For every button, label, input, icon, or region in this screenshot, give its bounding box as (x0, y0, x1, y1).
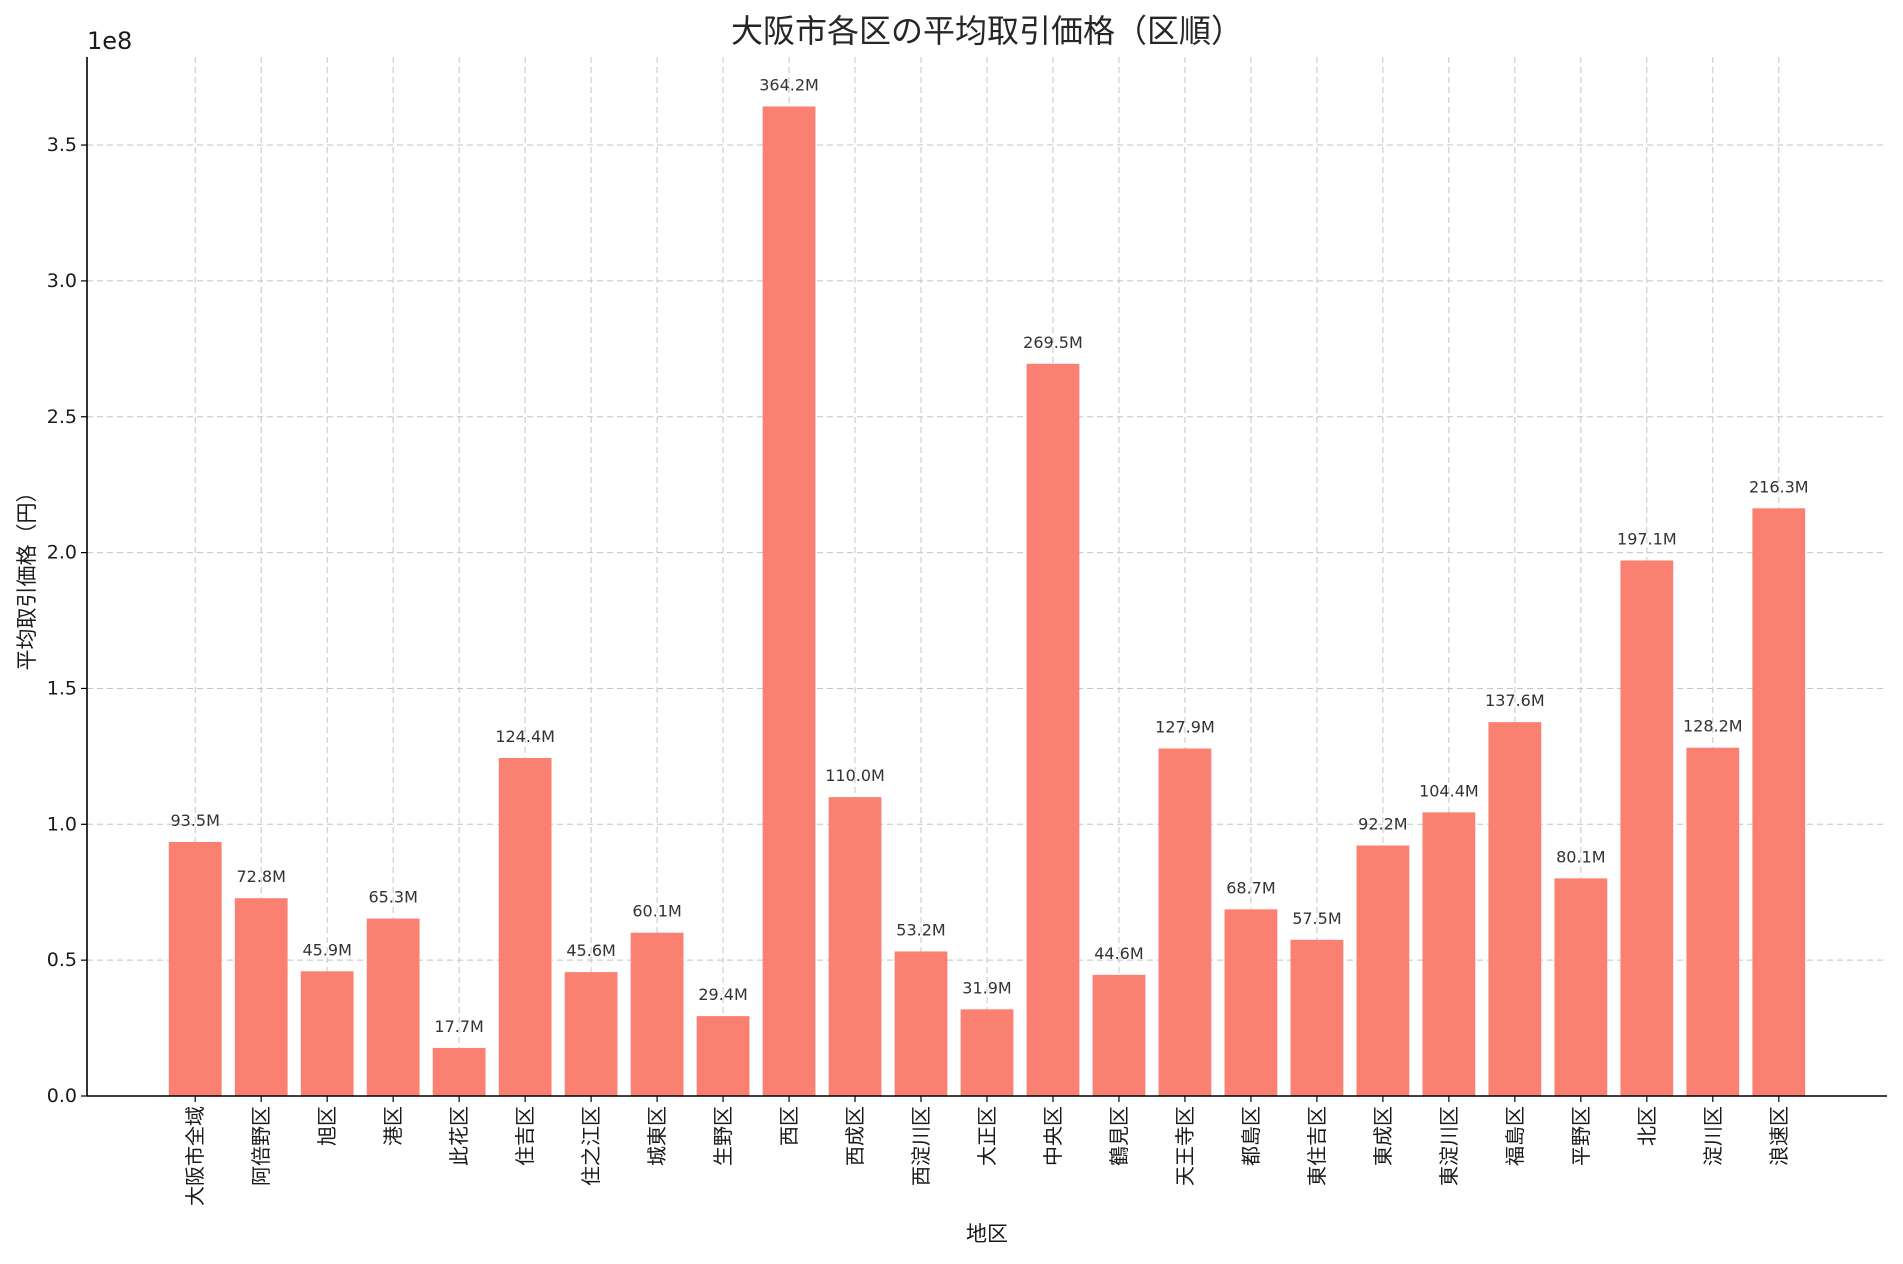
x-tick-label-13: 中央区 (1041, 1106, 1065, 1166)
x-tick-label-12: 大正区 (975, 1106, 999, 1166)
y-tick-label-7: 3.5 (47, 134, 77, 156)
data-label-22: 197.1M (1617, 529, 1677, 548)
x-tick-label-7: 城東区 (645, 1106, 669, 1166)
bar-10 (828, 797, 882, 1096)
data-label-17: 57.5M (1292, 909, 1341, 928)
data-label-2: 45.9M (302, 940, 351, 959)
bar-24 (1752, 508, 1806, 1097)
bar-2 (300, 971, 354, 1096)
x-tick-label-4: 此花区 (447, 1106, 471, 1166)
bar-19 (1422, 812, 1476, 1096)
x-tick-label-10: 西成区 (843, 1106, 867, 1166)
x-axis-title: 地区 (966, 1222, 1008, 1246)
data-label-13: 269.5M (1023, 333, 1083, 352)
x-tick-label-14: 鶴見区 (1107, 1106, 1131, 1166)
data-label-7: 60.1M (632, 902, 681, 921)
y-tick-label-2: 1.0 (47, 813, 77, 835)
bar-12 (960, 1009, 1014, 1096)
bar-9 (762, 106, 816, 1096)
x-tick-label-17: 東住吉区 (1305, 1106, 1329, 1186)
bar-1 (234, 898, 288, 1096)
chart-title: 大阪市各区の平均取引価格（区順） (731, 12, 1243, 50)
data-label-15: 127.9M (1155, 717, 1215, 736)
axes-layer (81, 57, 1887, 1102)
data-label-11: 53.2M (896, 920, 945, 939)
data-label-8: 29.4M (698, 985, 747, 1004)
bar-13 (1026, 363, 1080, 1096)
x-tick-label-24: 浪速区 (1767, 1106, 1791, 1166)
data-label-21: 80.1M (1556, 847, 1605, 866)
bar-7 (630, 932, 684, 1096)
bar-3 (366, 918, 420, 1096)
data-label-3: 65.3M (368, 888, 417, 907)
x-tick-label-16: 都島区 (1239, 1106, 1263, 1166)
y-tick-label-5: 2.5 (47, 406, 77, 428)
data-label-16: 68.7M (1226, 878, 1275, 897)
bar-5 (498, 758, 552, 1096)
bars-layer (168, 106, 1806, 1097)
data-label-9: 364.2M (759, 75, 819, 94)
y-tick-label-3: 1.5 (47, 677, 77, 699)
bar-11 (894, 951, 948, 1096)
data-label-24: 216.3M (1749, 477, 1809, 496)
bar-20 (1488, 722, 1542, 1096)
y-tick-label-4: 2.0 (47, 542, 77, 564)
data-label-1: 72.8M (236, 867, 285, 886)
x-tick-label-9: 西区 (777, 1106, 801, 1146)
bar-22 (1620, 560, 1674, 1096)
data-label-6: 45.6M (566, 941, 615, 960)
x-tick-label-1: 阿倍野区 (249, 1106, 273, 1186)
x-tick-label-6: 住之江区 (579, 1106, 603, 1186)
bar-23 (1686, 747, 1740, 1096)
data-label-20: 137.6M (1485, 691, 1545, 710)
x-tick-label-11: 西淀川区 (909, 1106, 933, 1186)
bar-18 (1356, 845, 1410, 1096)
y-tick-label-0: 0.0 (47, 1085, 77, 1107)
data-label-12: 31.9M (962, 978, 1011, 997)
x-tick-label-8: 生野区 (711, 1106, 735, 1166)
x-tick-label-23: 淀川区 (1701, 1106, 1725, 1166)
bar-0 (168, 841, 222, 1096)
x-tick-label-15: 天王寺区 (1173, 1106, 1197, 1186)
bar-21 (1554, 878, 1608, 1096)
x-tick-label-5: 住吉区 (513, 1106, 537, 1166)
x-tick-label-0: 大阪市全域 (183, 1106, 207, 1206)
y-axis-offset-label: 1e8 (87, 27, 132, 55)
data-label-0: 93.5M (170, 811, 219, 830)
labels-layer: 93.5M 72.8M 45.9M 65.3M 17.7M 124.4M 45.6M 60.1… (47, 75, 1809, 1206)
x-tick-label-20: 福島区 (1503, 1106, 1527, 1166)
data-label-14: 44.6M (1094, 944, 1143, 963)
bar-4 (432, 1047, 486, 1096)
data-label-5: 124.4M (495, 727, 555, 746)
bar-15 (1158, 748, 1212, 1096)
x-tick-label-22: 北区 (1635, 1106, 1659, 1146)
x-tick-label-21: 平野区 (1569, 1106, 1593, 1166)
y-tick-label-6: 3.0 (47, 270, 77, 292)
y-tick-label-1: 0.5 (47, 949, 77, 971)
x-tick-label-3: 港区 (381, 1106, 405, 1146)
bar-8 (696, 1016, 750, 1096)
data-label-23: 128.2M (1683, 717, 1743, 736)
x-tick-label-19: 東淀川区 (1437, 1106, 1461, 1186)
bar-17 (1290, 939, 1344, 1096)
bar-6 (564, 972, 618, 1096)
grid-layer (87, 57, 1887, 1097)
x-tick-label-18: 東成区 (1371, 1106, 1395, 1166)
bar-16 (1224, 909, 1278, 1096)
data-label-10: 110.0M (825, 766, 885, 785)
y-axis-title: 平均取引価格（円） (15, 482, 39, 671)
bar-14 (1092, 974, 1146, 1096)
x-tick-label-2: 旭区 (315, 1106, 339, 1146)
data-label-18: 92.2M (1358, 814, 1407, 833)
data-label-19: 104.4M (1419, 781, 1479, 800)
data-label-4: 17.7M (434, 1017, 483, 1036)
